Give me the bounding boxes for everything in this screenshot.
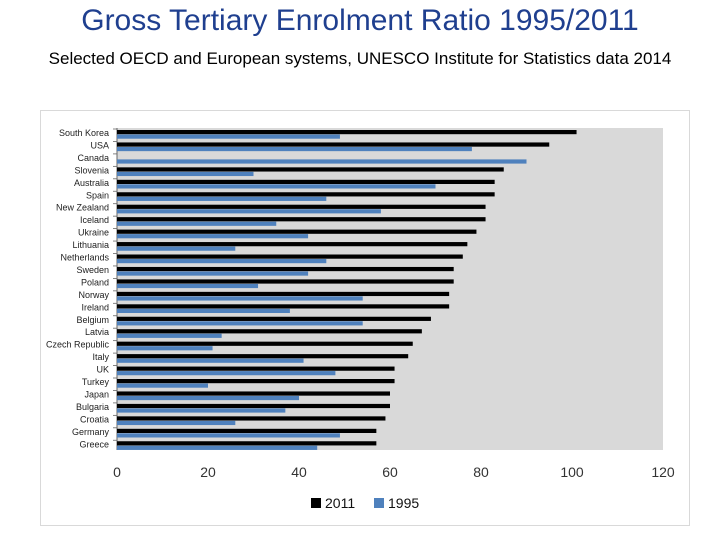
bar-1995 (117, 308, 290, 313)
category-label: Ukraine (78, 228, 109, 238)
category-label: UK (96, 365, 109, 375)
bar-1995 (117, 321, 363, 326)
bar-1995 (117, 346, 213, 351)
category-label: Latvia (85, 327, 109, 337)
bar-2011 (117, 316, 431, 321)
category-label: Sweden (76, 265, 109, 275)
bar-2011 (117, 379, 395, 384)
plot-area (117, 128, 663, 450)
bar-2011 (117, 242, 468, 247)
bar-1995 (117, 358, 304, 363)
category-label: Belgium (76, 315, 109, 325)
bar-2011 (117, 304, 450, 309)
bar-1995 (117, 383, 208, 388)
bar-1995 (117, 196, 327, 201)
legend-swatch-1995 (374, 498, 384, 508)
category-label: Ireland (81, 302, 109, 312)
bar-1995 (117, 333, 222, 338)
x-tick-label: 120 (651, 464, 675, 480)
category-label: New Zealand (56, 203, 109, 213)
category-label: Netherlands (60, 253, 109, 263)
bar-2011 (117, 416, 386, 421)
bar-2011 (117, 204, 486, 209)
category-label: USA (90, 140, 109, 150)
category-label: Canada (77, 153, 109, 163)
legend-label-1995: 1995 (388, 495, 419, 511)
bar-1995 (117, 259, 327, 264)
x-tick-label: 20 (200, 464, 216, 480)
category-label: Turkey (82, 377, 110, 387)
bar-1995 (117, 371, 336, 376)
category-label: Japan (84, 389, 109, 399)
category-label: Bulgaria (76, 402, 109, 412)
bar-chart: South Korea USA Canada Slovenia Australia Spa… (46, 128, 675, 511)
bar-1995 (117, 146, 472, 152)
category-label: Norway (78, 290, 109, 300)
category-label: Italy (92, 352, 109, 362)
bar-1995 (117, 184, 436, 189)
x-tick-label: 80 (473, 464, 489, 480)
bar-1995 (117, 159, 527, 164)
bar-2011 (117, 403, 390, 409)
bar-2011 (117, 291, 450, 297)
category-label: Greece (79, 439, 109, 449)
category-label: Czech Republic (46, 340, 110, 350)
legend-label-2011: 2011 (325, 495, 355, 511)
category-label: Australia (74, 178, 109, 188)
bar-2011 (117, 130, 577, 135)
chart-frame: South Korea USA Canada Slovenia Australia Spa… (40, 110, 690, 526)
category-label: Germany (72, 427, 110, 437)
x-tick-label: 0 (113, 464, 121, 480)
bar-1995 (117, 420, 236, 426)
bar-1995 (117, 209, 381, 214)
bar-1995 (117, 433, 340, 438)
category-label: Croatia (80, 414, 109, 424)
bar-2011 (117, 441, 377, 446)
bar-1995 (117, 296, 363, 301)
bar-2011 (117, 167, 504, 172)
bar-2011 (117, 428, 377, 433)
x-tick-label: 60 (382, 464, 398, 480)
category-label: Spain (86, 190, 109, 200)
bar-2011 (117, 266, 454, 272)
bar-2011 (117, 142, 550, 147)
bar-2011 (117, 366, 395, 371)
category-label: Slovenia (74, 165, 109, 175)
bar-1995 (117, 246, 236, 251)
category-label: Iceland (80, 215, 109, 225)
bar-2011 (117, 229, 477, 234)
chart-subtitle: Selected OECD and European systems, UNES… (48, 49, 672, 68)
bar-1995 (117, 395, 299, 401)
bar-1995 (117, 445, 318, 450)
bar-1995 (117, 234, 309, 239)
chart-title: Gross Tertiary Enrolment Ratio 1995/2011 (81, 4, 639, 37)
bar-1995 (117, 408, 286, 413)
category-label: Lithuania (72, 240, 109, 250)
bar-2011 (117, 254, 463, 259)
bar-1995 (117, 221, 277, 226)
bar-1995 (117, 271, 309, 276)
bar-2011 (117, 354, 409, 359)
bar-1995 (117, 134, 340, 139)
x-tick-label: 100 (560, 464, 584, 480)
category-label: South Korea (59, 128, 109, 138)
bar-2011 (117, 217, 486, 222)
bar-2011 (117, 279, 454, 284)
bar-1995 (117, 171, 254, 177)
bar-2011 (117, 341, 413, 346)
bar-1995 (117, 283, 259, 289)
bar-2011 (117, 391, 390, 396)
legend: 2011 1995 (311, 495, 419, 511)
bar-2011 (117, 179, 495, 184)
legend-swatch-2011 (311, 498, 321, 508)
bar-2011 (117, 329, 422, 334)
x-tick-label: 40 (291, 464, 307, 480)
bar-2011 (117, 192, 495, 197)
category-label: Poland (81, 277, 109, 287)
